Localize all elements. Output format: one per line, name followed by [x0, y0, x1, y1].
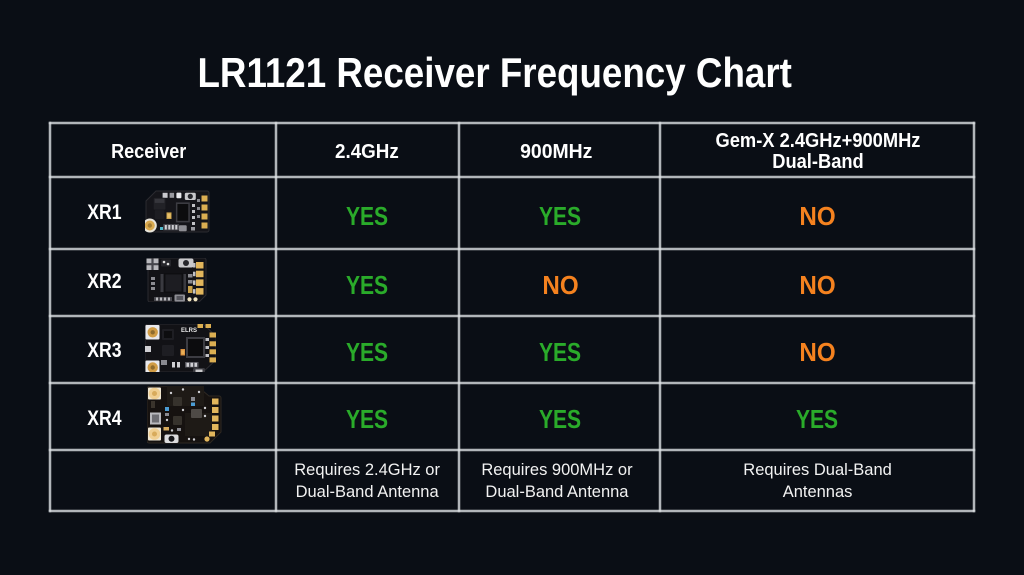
svg-text:ELRS: ELRS	[181, 328, 197, 334]
